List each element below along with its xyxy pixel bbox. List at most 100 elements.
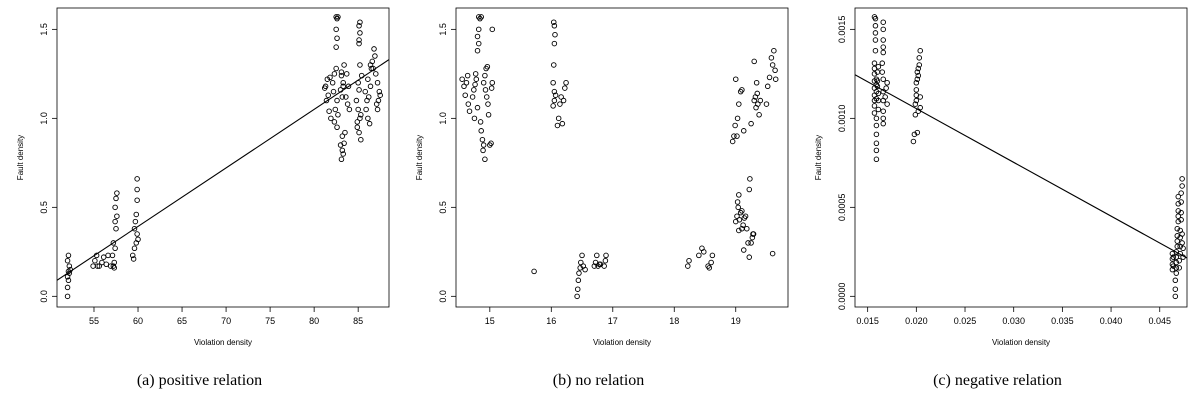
data-point: [365, 115, 371, 122]
data-point: [914, 69, 921, 75]
data-point: [339, 133, 346, 139]
data-point: [871, 71, 878, 77]
data-point: [1174, 238, 1181, 244]
data-point: [371, 46, 377, 52]
data-point: [1179, 240, 1185, 246]
data-point: [751, 97, 757, 104]
data-point: [356, 37, 362, 43]
data-point: [601, 263, 607, 269]
data-point: [880, 76, 886, 82]
data-point: [340, 79, 346, 86]
data-point: [488, 140, 494, 147]
chart-caption-c: (c) negative relation: [933, 372, 1062, 389]
data-point: [551, 97, 558, 104]
data-point: [706, 265, 713, 271]
data-point: [603, 252, 609, 259]
data-point: [112, 218, 118, 225]
data-point: [331, 71, 338, 77]
plot-frame: [455, 7, 789, 308]
data-point: [739, 208, 745, 214]
data-point: [480, 79, 487, 86]
y-tick-label: 0.0000: [837, 283, 847, 311]
data-point: [879, 69, 886, 75]
data-point: [328, 115, 334, 122]
data-point: [745, 240, 751, 246]
x-tick-label: 55: [89, 316, 99, 326]
data-point: [1174, 243, 1181, 250]
data-point: [365, 76, 371, 82]
data-point: [109, 252, 116, 259]
data-point: [880, 26, 886, 33]
data-point: [872, 37, 879, 43]
data-point: [874, 83, 881, 90]
data-point: [465, 101, 472, 107]
regression-line: [57, 59, 389, 281]
data-point: [99, 259, 105, 266]
data-point: [323, 97, 330, 104]
data-point: [591, 263, 598, 269]
data-point: [377, 92, 383, 98]
data-point: [90, 263, 96, 269]
data-point: [913, 87, 920, 93]
data-point: [64, 284, 71, 291]
data-point: [550, 103, 556, 109]
data-point: [338, 69, 345, 75]
data-point: [1179, 231, 1185, 237]
plot-frame: [56, 7, 390, 308]
data-point: [740, 128, 747, 134]
data-point: [331, 119, 338, 125]
data-point: [880, 44, 886, 50]
plot-area: [855, 14, 1187, 300]
data-point: [134, 176, 140, 182]
data-point: [736, 101, 742, 107]
data-point: [461, 83, 467, 90]
data-point: [871, 103, 878, 109]
data-point: [729, 138, 736, 145]
data-point: [582, 266, 588, 273]
data-point: [375, 97, 382, 104]
y-tick-label: 0.0015: [837, 16, 847, 44]
data-point: [1173, 270, 1180, 276]
data-point: [67, 266, 73, 273]
data-point: [753, 79, 760, 86]
data-point: [482, 156, 488, 163]
chart-panel-c: 0.015 0.020 0.025 0.030 0.035 0.040 0.045 0.000…: [798, 0, 1197, 418]
y-axis-title: Fault density: [16, 135, 25, 180]
data-point: [575, 277, 582, 284]
data-point: [914, 76, 921, 82]
data-point: [873, 122, 880, 129]
data-point: [112, 204, 118, 211]
data-point: [64, 257, 71, 264]
data-point: [1176, 257, 1182, 264]
data-point: [917, 94, 923, 100]
data-point: [354, 119, 361, 125]
data-point: [734, 199, 741, 205]
data-point: [911, 131, 918, 138]
data-point: [1174, 233, 1181, 239]
data-point: [772, 76, 779, 82]
data-point: [769, 62, 776, 68]
data-point: [358, 72, 365, 79]
data-point: [912, 101, 919, 107]
data-point: [875, 106, 882, 113]
data-point: [874, 78, 881, 84]
data-point: [327, 74, 333, 81]
data-point: [1178, 217, 1184, 223]
data-point: [875, 90, 882, 97]
data-point: [755, 101, 761, 107]
data-point: [742, 213, 749, 219]
y-axis-title: Fault density: [415, 135, 424, 180]
data-point: [1173, 254, 1180, 260]
data-point: [1175, 201, 1181, 207]
data-point: [358, 112, 364, 118]
data-point: [685, 263, 691, 269]
data-point: [325, 92, 331, 98]
x-tick-label: 85: [353, 316, 363, 326]
data-point: [329, 79, 336, 86]
data-point: [766, 74, 773, 81]
data-point: [563, 79, 569, 86]
data-point: [357, 30, 363, 36]
data-point: [732, 76, 739, 82]
x-tick-label: 16: [546, 316, 556, 326]
data-point: [100, 254, 107, 260]
